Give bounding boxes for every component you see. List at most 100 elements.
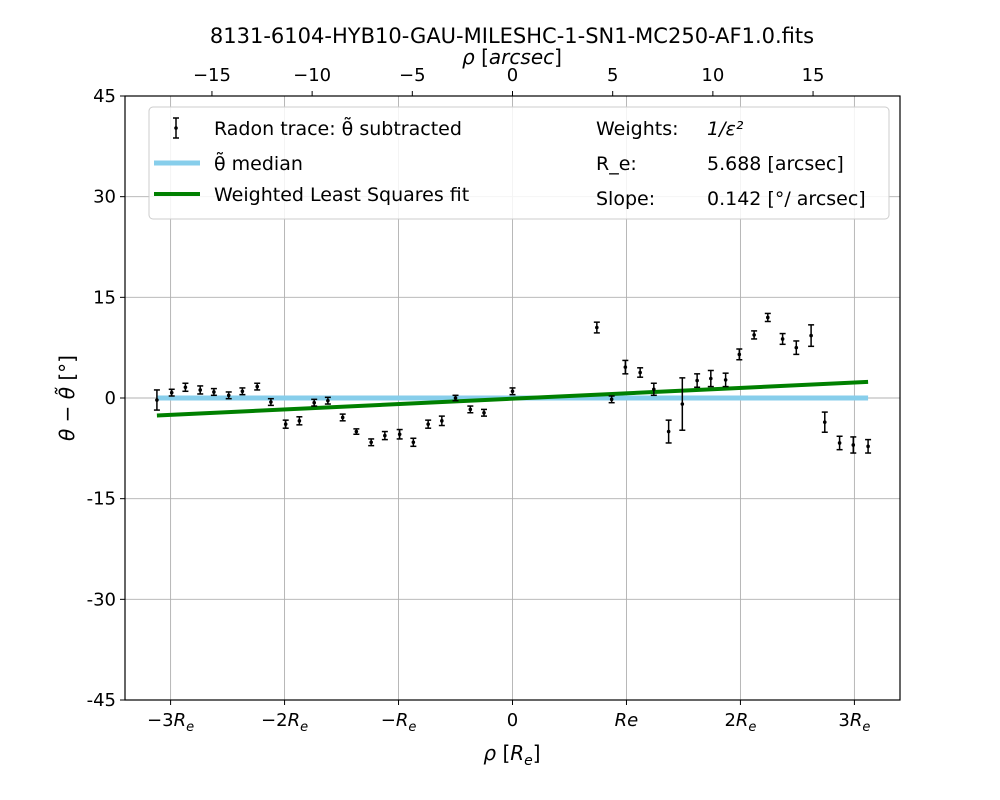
point-marker (453, 396, 458, 400)
data-point (850, 436, 857, 454)
x-tick-label: −2Re (261, 710, 308, 735)
legend-label-fit: Weighted Least Squares fit (214, 184, 469, 206)
data-point (296, 416, 303, 426)
point-marker (468, 407, 473, 412)
data-point (339, 413, 346, 422)
data-point (324, 396, 331, 405)
point-marker (354, 429, 359, 434)
data-point (168, 388, 175, 397)
x-tick-label: Re (615, 710, 639, 731)
data-point (438, 415, 445, 427)
data-point (153, 389, 160, 411)
data-point (808, 324, 815, 348)
data-point (707, 369, 714, 388)
point-marker (695, 378, 699, 383)
data-point (410, 437, 417, 448)
top-x-tick-label: 5 (607, 65, 618, 86)
top-x-tick-label: 15 (802, 65, 825, 86)
data-point (197, 385, 204, 395)
y-axis-title: θ − θ̃ [°] (54, 355, 79, 441)
point-marker (837, 441, 842, 445)
data-point (608, 395, 615, 404)
data-point (865, 438, 872, 454)
legend-point-marker (174, 126, 178, 130)
x-tick-label: 3Re (838, 710, 870, 735)
fit-line (156, 379, 869, 418)
y-tick-label: -45 (87, 690, 116, 711)
point-marker (482, 410, 486, 415)
point-marker (794, 345, 799, 350)
point-marker (426, 422, 430, 426)
point-marker (183, 385, 188, 390)
point-marker (226, 393, 231, 398)
data-point (764, 312, 771, 323)
data-point (694, 373, 701, 389)
data-point (254, 382, 261, 391)
series-lines (156, 379, 869, 418)
legend-item-median: θ̃ median (154, 150, 303, 175)
point-marker (809, 333, 813, 338)
data-point (396, 428, 403, 440)
point-marker (369, 440, 373, 445)
y-tick-label: 45 (93, 86, 116, 107)
legend-weights-value: 1/ε² (707, 118, 744, 140)
point-marker (312, 400, 316, 405)
point-marker (212, 390, 216, 394)
data-point (182, 382, 189, 393)
data-point (225, 391, 232, 400)
data-point (722, 372, 729, 388)
point-marker (283, 422, 288, 426)
point-marker (765, 315, 770, 320)
top-x-tick-label: −10 (293, 65, 331, 86)
data-point (425, 419, 432, 429)
point-marker (440, 419, 444, 423)
data-point (481, 408, 488, 417)
data-point (282, 419, 289, 429)
data-point (452, 394, 459, 402)
data-point (736, 348, 743, 361)
x-tick-label: −Re (381, 710, 417, 735)
data-point (779, 332, 786, 346)
legend-re-label: R_e: (596, 153, 637, 175)
x-tick-label: 2Re (724, 710, 756, 735)
x-axis-title: ρ [Re] (483, 741, 540, 769)
point-marker (623, 365, 628, 369)
point-marker (297, 419, 302, 423)
point-marker (326, 398, 330, 403)
point-marker (737, 352, 742, 357)
legend-weights-label: Weights: (596, 118, 679, 140)
data-point (311, 398, 318, 407)
data-point (751, 330, 758, 340)
legend: Radon trace: θ̃ subtracted θ̃ median Wei… (148, 106, 890, 220)
data-point (239, 387, 246, 396)
y-tick-label: 15 (93, 287, 116, 308)
data-point (650, 382, 657, 397)
top-x-tick-label: 10 (701, 65, 724, 86)
x-tick-label: 0 (507, 710, 518, 731)
point-marker (269, 400, 273, 404)
y-tick-label: -15 (87, 489, 116, 510)
data-point (353, 428, 360, 435)
point-marker (822, 420, 827, 424)
data-point (821, 411, 828, 433)
legend-label-radon-trace: Radon trace: θ̃ subtracted (214, 115, 462, 140)
point-marker (851, 443, 856, 447)
top-x-tick-label: −15 (193, 65, 231, 86)
data-point (637, 367, 644, 378)
axes: −3Re −2Re −Re 0 Re 2Re 3Re 45 30 15 0 -15 -30 -45 −15 −… (87, 65, 871, 735)
point-marker (866, 444, 870, 449)
data-point (368, 438, 375, 447)
point-marker (397, 432, 402, 437)
legend-re-value: 5.688 [arcsec] (707, 153, 844, 175)
data-points (153, 312, 872, 454)
top-x-tick-label: −5 (399, 65, 426, 86)
data-point (509, 387, 516, 396)
point-marker (383, 433, 387, 438)
chart-title: 8131-6104-HYB10-GAU-MILESHC-1-SN1-MC250-… (210, 24, 814, 48)
data-point (836, 435, 843, 451)
legend-slope-value: 0.142 [°/ arcsec] (707, 188, 866, 210)
point-marker (411, 440, 416, 445)
point-marker (723, 378, 728, 382)
data-point (467, 405, 474, 414)
